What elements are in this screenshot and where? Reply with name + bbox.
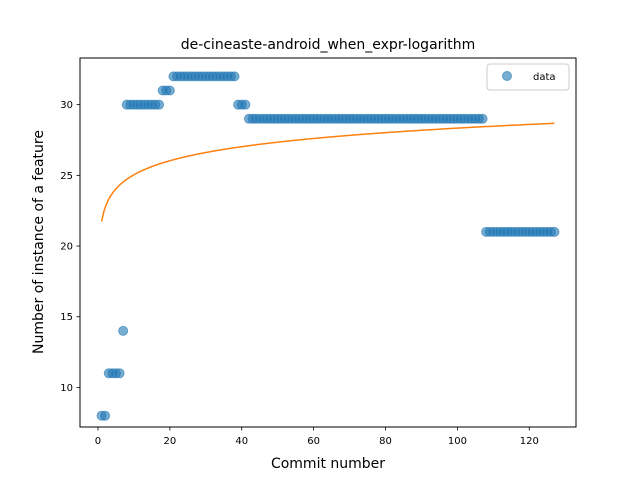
y-tick-label: 30 bbox=[60, 100, 73, 111]
y-tick-label: 25 bbox=[60, 171, 73, 182]
y-tick-label: 10 bbox=[60, 383, 73, 394]
data-point bbox=[100, 410, 111, 421]
x-tick-label: 0 bbox=[95, 436, 101, 447]
x-tick-label: 20 bbox=[163, 436, 176, 447]
data-point bbox=[549, 226, 560, 237]
x-tick-label: 60 bbox=[307, 436, 320, 447]
x-tick-label: 80 bbox=[379, 436, 392, 447]
data-point bbox=[154, 99, 165, 110]
data-point bbox=[240, 99, 251, 110]
fit-line bbox=[100, 122, 555, 222]
data-point bbox=[229, 71, 240, 82]
legend-marker-data bbox=[502, 71, 512, 81]
y-axis: 10 15 20 25 30 bbox=[60, 100, 80, 394]
data-point bbox=[164, 85, 175, 96]
plot-area bbox=[96, 71, 560, 421]
x-tick-label: 120 bbox=[520, 436, 539, 447]
x-axis: 0 20 40 60 80 100 120 bbox=[95, 427, 539, 447]
data-point bbox=[118, 325, 129, 336]
axes-frame bbox=[79, 57, 577, 428]
x-axis-label: Commit number bbox=[271, 456, 385, 472]
legend-box bbox=[486, 63, 570, 91]
y-tick-label: 15 bbox=[60, 312, 73, 323]
data-point bbox=[114, 368, 125, 379]
x-tick-label: 100 bbox=[448, 436, 467, 447]
legend-label-data: data bbox=[533, 72, 556, 83]
y-tick-label: 20 bbox=[60, 242, 73, 253]
data-point bbox=[477, 113, 488, 124]
chart-title: de-cineaste-android_when_expr-logarithm bbox=[181, 37, 476, 53]
y-axis-label: Number of instance of a feature bbox=[31, 130, 47, 354]
x-tick-label: 40 bbox=[235, 436, 248, 447]
legend: data bbox=[486, 63, 570, 91]
